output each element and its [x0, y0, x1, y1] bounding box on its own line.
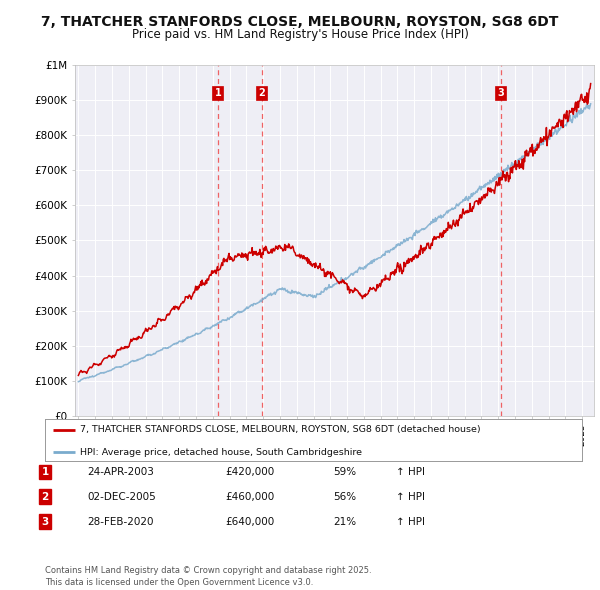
Text: Price paid vs. HM Land Registry's House Price Index (HPI): Price paid vs. HM Land Registry's House … [131, 28, 469, 41]
Text: 3: 3 [497, 88, 505, 98]
Text: 2: 2 [259, 88, 265, 98]
Text: 3: 3 [41, 517, 49, 526]
Text: 56%: 56% [333, 492, 356, 502]
Text: 28-FEB-2020: 28-FEB-2020 [87, 517, 154, 526]
Text: HPI: Average price, detached house, South Cambridgeshire: HPI: Average price, detached house, Sout… [80, 448, 362, 457]
Text: ↑ HPI: ↑ HPI [396, 517, 425, 526]
Text: £460,000: £460,000 [225, 492, 274, 502]
Text: 24-APR-2003: 24-APR-2003 [87, 467, 154, 477]
Text: 21%: 21% [333, 517, 356, 526]
Text: 1: 1 [41, 467, 49, 477]
Text: 02-DEC-2005: 02-DEC-2005 [87, 492, 156, 502]
Text: 2: 2 [41, 492, 49, 502]
Text: 59%: 59% [333, 467, 356, 477]
Text: ↑ HPI: ↑ HPI [396, 467, 425, 477]
Text: ↑ HPI: ↑ HPI [396, 492, 425, 502]
Text: £640,000: £640,000 [225, 517, 274, 526]
Text: £420,000: £420,000 [225, 467, 274, 477]
Text: 7, THATCHER STANFORDS CLOSE, MELBOURN, ROYSTON, SG8 6DT: 7, THATCHER STANFORDS CLOSE, MELBOURN, R… [41, 15, 559, 29]
Text: Contains HM Land Registry data © Crown copyright and database right 2025.
This d: Contains HM Land Registry data © Crown c… [45, 566, 371, 587]
Text: 1: 1 [215, 88, 221, 98]
Text: 7, THATCHER STANFORDS CLOSE, MELBOURN, ROYSTON, SG8 6DT (detached house): 7, THATCHER STANFORDS CLOSE, MELBOURN, R… [80, 425, 481, 434]
